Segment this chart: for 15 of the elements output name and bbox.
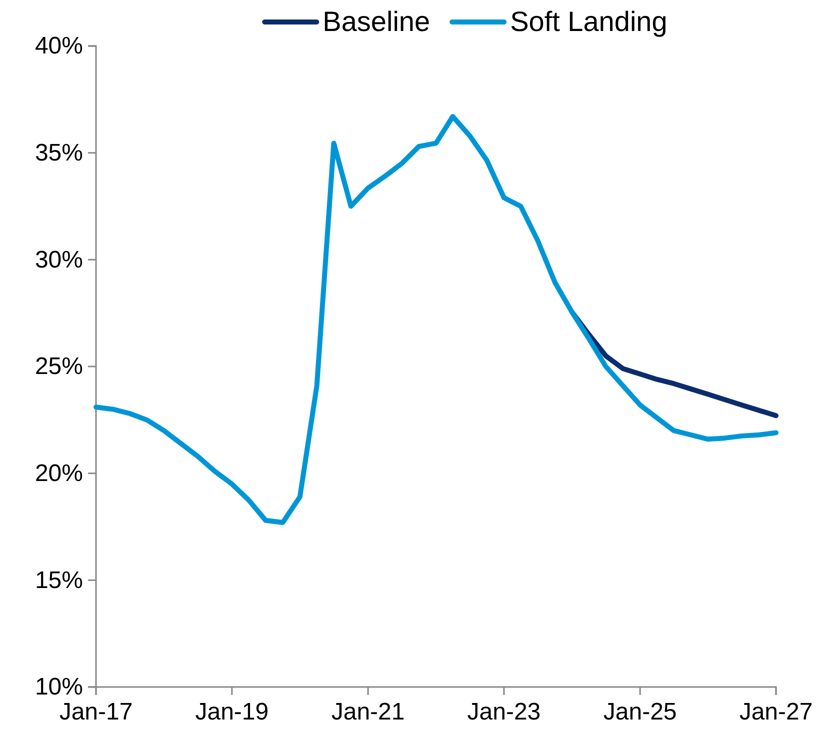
x-tick-label: Jan-23: [467, 698, 541, 726]
y-tick-label: 15%: [34, 566, 83, 594]
x-tick-label: Jan-17: [59, 698, 133, 726]
x-tick-label: Jan-21: [331, 698, 405, 726]
y-tick-label: 25%: [34, 353, 83, 380]
x-tick-label: Jan-19: [195, 698, 269, 726]
x-tick-label: Jan-27: [739, 698, 813, 726]
y-tick-label: 40%: [34, 32, 83, 60]
x-tick-label: Jan-25: [603, 698, 677, 726]
y-tick-label: 35%: [34, 140, 83, 167]
legend-label: Baseline: [322, 6, 430, 37]
legend-label: Soft Landing: [510, 6, 668, 37]
y-tick-label: 30%: [34, 246, 83, 274]
y-tick-label: 20%: [34, 460, 83, 488]
y-tick-label: 10%: [34, 674, 83, 701]
